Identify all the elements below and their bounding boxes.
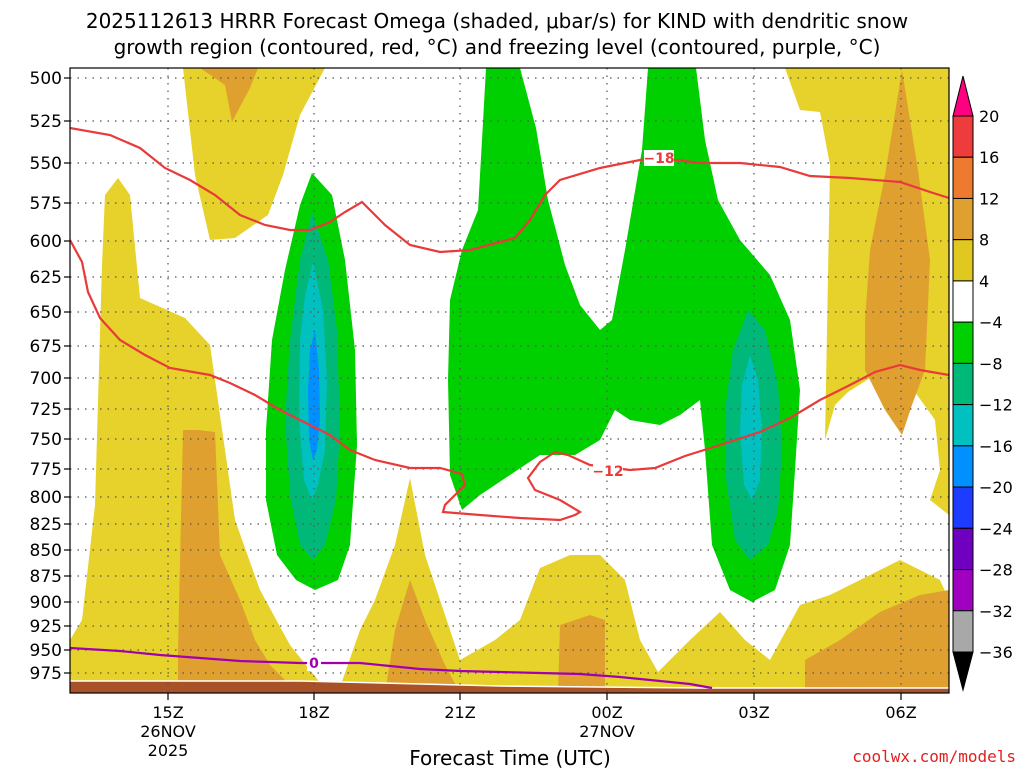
shade-cyan-03z xyxy=(740,355,762,500)
colorbar-label: 20 xyxy=(979,107,999,126)
x-tick-label: 18Z xyxy=(298,703,329,722)
chart-title-line-2: growth region (contoured, red, °C) and f… xyxy=(114,35,881,59)
y-tick-label: 625 xyxy=(30,268,62,288)
colorbar-segment xyxy=(952,486,974,529)
x-tick-year: 2025 xyxy=(148,741,189,760)
x-axis-title: Forecast Time (UTC) xyxy=(409,746,611,768)
y-tick-label: 575 xyxy=(30,194,62,214)
y-tick-label: 600 xyxy=(30,232,62,252)
colorbar-segment xyxy=(952,445,974,488)
contour-label-neg18: −18 xyxy=(643,151,674,167)
y-tick-label: 825 xyxy=(30,515,62,535)
x-tick-date: 26NOV xyxy=(140,722,196,741)
site-credit: coolwx.com/models xyxy=(852,747,1016,766)
contour-neg12-line xyxy=(70,239,949,522)
colorbar-label: 16 xyxy=(979,148,999,167)
omega-shading-8-12 xyxy=(178,68,949,693)
colorbar-segment xyxy=(952,527,974,571)
colorbar-label: −28 xyxy=(979,561,1013,580)
colorbar-segment xyxy=(952,280,974,323)
colorbar-segment xyxy=(952,404,974,447)
y-tick-label: 675 xyxy=(30,337,62,357)
colorbar-segment xyxy=(952,610,974,653)
colorbar-label: −24 xyxy=(979,519,1013,538)
colorbar-segment xyxy=(952,115,974,158)
ground-terrain-bar xyxy=(70,681,949,693)
colorbar-bottom-arrow xyxy=(952,651,974,692)
contour-label-neg12: −12 xyxy=(592,464,623,480)
colorbar-label: −4 xyxy=(979,313,1003,332)
colorbar-label: −32 xyxy=(979,602,1013,621)
colorbar-label: 8 xyxy=(979,231,989,250)
y-tick-label: 900 xyxy=(30,593,62,613)
contour-label-freezing: 0 xyxy=(309,656,319,672)
colorbar-segment xyxy=(952,197,974,241)
colorbar-top-arrow xyxy=(952,75,974,117)
contour-neg18-line xyxy=(70,126,949,254)
x-tick-label: 00Z xyxy=(591,703,622,722)
x-tick-label: 06Z xyxy=(885,703,916,722)
colorbar-segment xyxy=(952,362,974,406)
shade-yellow-lower-spike xyxy=(338,478,949,693)
colorbar-label: 4 xyxy=(979,272,989,291)
y-tick-label: 700 xyxy=(30,369,62,389)
shade-orange-top-left xyxy=(200,68,258,122)
y-tick-label: 500 xyxy=(30,69,62,89)
shade-orange-lower-right-middle xyxy=(558,615,605,693)
colorbar-label: −20 xyxy=(979,478,1013,497)
colorbar-segment xyxy=(952,156,974,199)
ground-top-edge xyxy=(70,680,949,689)
y-tick-label: 950 xyxy=(30,641,62,661)
colorbar-label: −12 xyxy=(979,396,1013,415)
colorbar: 20 16 12 8 4 −4 −8 −12 −16 −20 −24 −28 −32 −36 xyxy=(952,75,1013,692)
y-tick-label: 925 xyxy=(30,617,62,637)
shade-orange-lower-right xyxy=(805,590,949,693)
y-tick-label: 775 xyxy=(30,460,62,480)
plot-area: −18 −12 0 xyxy=(70,68,949,693)
y-tick-label: 875 xyxy=(30,567,62,587)
shade-green-21z-00z xyxy=(448,68,800,602)
shade-orange-right-column xyxy=(865,70,930,435)
chart-title-line-1: 2025112613 HRRR Forecast Omega (shaded, … xyxy=(86,9,908,33)
y-tick-label: 525 xyxy=(30,112,62,132)
shade-orange-lower-middle xyxy=(385,580,460,693)
y-tick-label: 750 xyxy=(30,430,62,450)
colorbar-label: 12 xyxy=(979,189,999,208)
x-tick-date: 27NOV xyxy=(579,722,635,741)
y-tick-label: 850 xyxy=(30,541,62,561)
y-tick-label: 550 xyxy=(30,154,62,174)
colorbar-segment xyxy=(952,239,974,282)
plot-frame xyxy=(69,67,950,694)
x-tick-label: 15Z xyxy=(152,703,183,722)
x-tick-label: 03Z xyxy=(738,703,769,722)
colorbar-segment xyxy=(952,569,974,612)
colorbar-label: −16 xyxy=(979,437,1013,456)
y-tick-label: 650 xyxy=(30,303,62,323)
y-axis: 500 525 550 575 600 625 650 675 700 725 750 775 800 8… xyxy=(30,69,70,684)
contour-freezing-line xyxy=(70,646,713,690)
colorbar-segment xyxy=(952,321,974,364)
y-tick-label: 725 xyxy=(30,400,62,420)
colorbar-label: −8 xyxy=(979,354,1003,373)
shade-orange-left xyxy=(178,430,290,693)
y-tick-label: 975 xyxy=(30,664,62,684)
colorbar-label: −36 xyxy=(979,643,1013,662)
x-tick-label: 21Z xyxy=(444,703,475,722)
y-tick-label: 800 xyxy=(30,488,62,508)
